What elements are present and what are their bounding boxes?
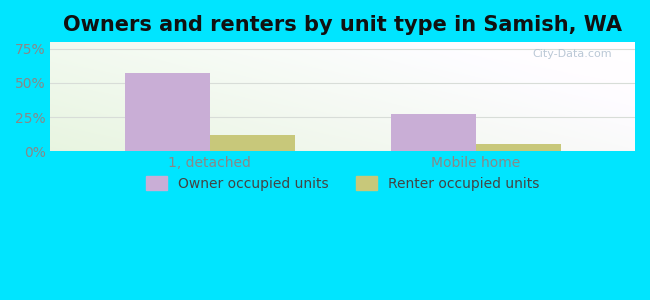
Bar xyxy=(125,74,210,151)
Text: City-Data.com: City-Data.com xyxy=(532,49,612,58)
Title: Owners and renters by unit type in Samish, WA: Owners and renters by unit type in Samis… xyxy=(63,15,622,35)
Legend: Owner occupied units, Renter occupied units: Owner occupied units, Renter occupied un… xyxy=(140,170,545,196)
Bar xyxy=(210,135,295,151)
Bar xyxy=(476,144,560,151)
Bar xyxy=(391,114,476,151)
